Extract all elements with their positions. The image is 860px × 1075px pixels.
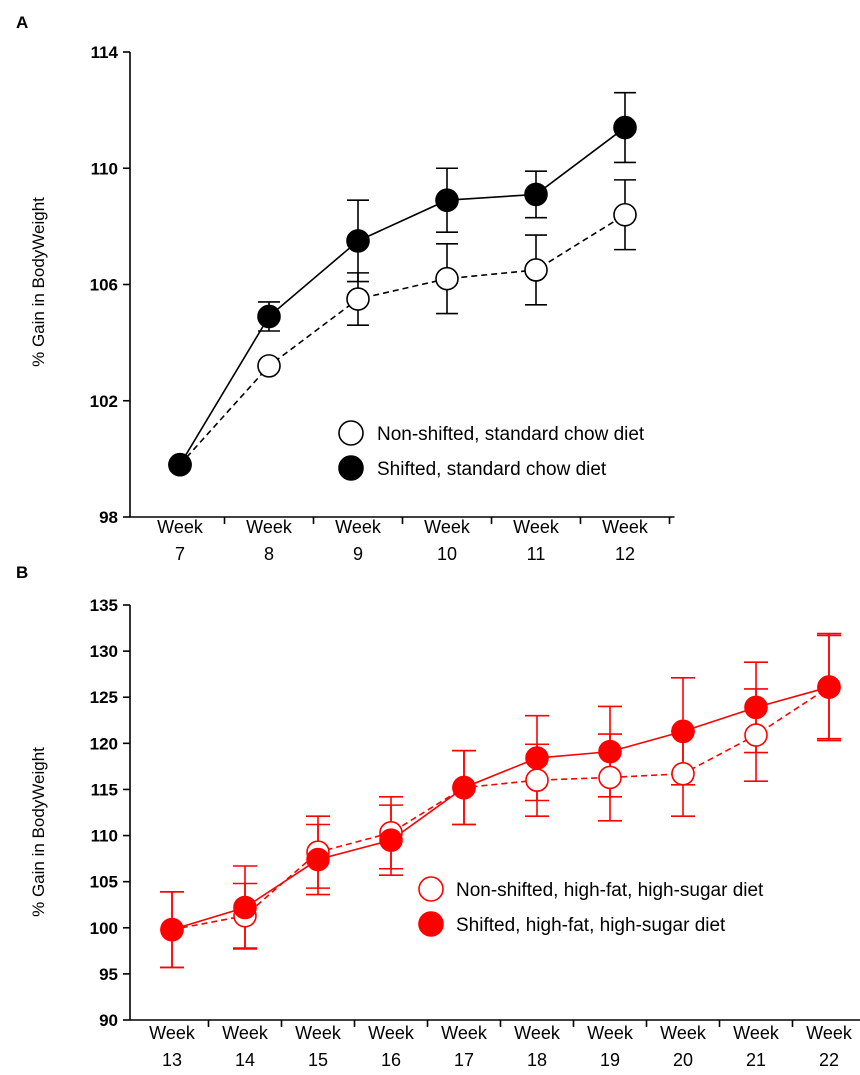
panel-a-x-tick-label: Week <box>246 517 293 537</box>
panel-a-series-shifted-line <box>179 126 626 466</box>
panel-a-legend-marker <box>338 455 364 481</box>
panel-b-x-tick-label: Week <box>441 1023 488 1043</box>
panel-b-series-shifted-point <box>671 719 695 744</box>
panel-b-legend: Non-shifted, high-fat, high-sugar diet Sh… <box>418 876 764 937</box>
panel-b-x-tick-label: 18 <box>527 1050 547 1070</box>
panel-b-x-tick-label: Week <box>514 1023 561 1043</box>
panel-a-y-tick-label: 110 <box>91 159 118 178</box>
panel-a-y-tick-label: 102 <box>90 392 118 411</box>
panel-b-series-shifted-point <box>598 739 622 764</box>
panel-a-series-nonshifted-line <box>179 214 626 466</box>
panel-b-y-tick-label: 125 <box>90 688 118 707</box>
panel-b-y-axis-label: % Gain in BodyWeight <box>29 747 48 917</box>
panel-b-x-tick-label: Week <box>660 1023 707 1043</box>
panel-b-x-tick-label: Week <box>806 1023 853 1043</box>
panel-b-series-nonshifted-point <box>598 765 622 790</box>
panel-b-x-tick-label: 16 <box>381 1050 401 1070</box>
panel-a-y-tick-label: 106 <box>90 276 118 295</box>
panel-b-x-tick-label: 19 <box>600 1050 620 1070</box>
panel-b-x-tick-label: Week <box>733 1023 780 1043</box>
panel-b-x-tick-label: Week <box>295 1023 342 1043</box>
panel-b-series-shifted-point <box>452 775 476 800</box>
panel-b-series-shifted-line <box>171 686 830 931</box>
panel-a-x-tick-label: Week <box>157 517 204 537</box>
panel-a-x-tick-label: Week <box>335 517 382 537</box>
panel-a-legend-label: Shifted, standard chow diet <box>377 459 607 480</box>
panel-b-y-tick-label: 105 <box>90 873 118 892</box>
panel-b-legend-marker <box>418 911 444 937</box>
panel-a-legend-label: Non-shifted, standard chow diet <box>377 424 645 445</box>
panel-a-y-tick-label: 98 <box>99 508 118 527</box>
panel-b-y-tick-label: 135 <box>90 596 118 615</box>
panel-a-y-tick-label: 114 <box>91 43 119 62</box>
panel-b-legend-marker <box>418 876 444 902</box>
panel-b-x-tick-label: 22 <box>819 1050 839 1070</box>
panel-b-x-tick-label: Week <box>587 1023 634 1043</box>
panel-a-chart: A % Gain in BodyWeight 98102106110114Wee… <box>16 13 675 564</box>
panel-a-series-shifted-point <box>524 182 548 207</box>
panel-a-series-nonshifted-point <box>257 354 281 378</box>
panel-b-x-tick-label: Week <box>222 1023 269 1043</box>
panel-a-legend: Non-shifted, standard chow diet Shifted, … <box>338 420 645 481</box>
panel-b-x-tick-label: 17 <box>454 1050 474 1070</box>
panel-b-x-tick-label: 20 <box>673 1050 693 1070</box>
panel-a-x-tick-label: 8 <box>264 544 274 564</box>
panel-a-series-shifted-point <box>257 304 281 329</box>
panel-b-series-shifted-point <box>160 917 184 942</box>
panel-a-series-shifted-point <box>346 229 370 253</box>
panel-b-y-tick-label: 115 <box>91 780 118 799</box>
panel-a-series-nonshifted-point <box>435 266 459 291</box>
panel-b-y-tick-label: 130 <box>90 642 118 661</box>
panel-a-series-nonshifted-point <box>613 202 637 227</box>
panel-a-label: A <box>16 13 28 32</box>
panel-a-series-nonshifted-point <box>346 287 370 311</box>
panel-a-series-shifted-point <box>168 452 192 477</box>
panel-b-x-tick-label: Week <box>149 1023 196 1043</box>
panel-b-series-shifted-point <box>379 828 403 852</box>
panel-b-series-nonshifted-point <box>525 768 549 793</box>
panel-a-x-tick-label: Week <box>602 517 649 537</box>
panel-b-x-tick-label: 13 <box>162 1050 182 1070</box>
panel-a-x-tick-label: 10 <box>437 544 457 564</box>
panel-b-legend-label: Shifted, high-fat, high-sugar diet <box>456 915 726 936</box>
panel-a-x-tick-label: 11 <box>527 544 546 564</box>
panel-b-x-tick-label: 14 <box>235 1050 255 1070</box>
panel-b-series-shifted-point <box>306 847 330 872</box>
panel-a-x-tick-label: 12 <box>615 544 635 564</box>
panel-a-x-tick-label: Week <box>424 517 471 537</box>
panel-a-y-axis-label: % Gain in BodyWeight <box>29 197 48 367</box>
panel-b-x-tick-label: 21 <box>746 1050 766 1070</box>
panel-a-x-tick-label: Week <box>513 517 560 537</box>
panel-b-chart: B % Gain in BodyWeight 90 95 100 105 110 115 1… <box>16 563 860 1070</box>
panel-b-y-tick-label: 90 <box>99 1011 118 1030</box>
panel-a-x-tick-label: 7 <box>175 544 185 564</box>
panel-b-series-shifted-point <box>525 746 549 770</box>
panel-a-x-tick-label: 9 <box>353 544 363 564</box>
panel-b-legend-label: Non-shifted, high-fat, high-sugar diet <box>456 880 764 901</box>
panel-b-series-nonshifted-point <box>744 723 768 747</box>
panel-b-series-nonshifted-point <box>671 761 695 786</box>
panel-b-y-tick-label: 120 <box>90 734 118 753</box>
panel-a-legend-marker <box>338 420 364 446</box>
panel-b-series-shifted-point <box>817 675 841 699</box>
panel-b-y-tick-label: 95 <box>99 965 118 984</box>
panel-a-series-shifted-point <box>613 115 637 140</box>
panel-b-series-shifted-point <box>233 895 257 920</box>
panel-b-x-tick-label: 15 <box>308 1050 328 1070</box>
panel-a-series-shifted-point <box>435 188 459 213</box>
panel-b-x-tick-label: Week <box>368 1023 415 1043</box>
panel-b-y-tick-label: 110 <box>91 827 118 846</box>
panel-b-label: B <box>16 563 28 582</box>
panel-b-y-tick-label: 100 <box>90 919 118 938</box>
panel-a-series-nonshifted-point <box>524 258 548 282</box>
panel-b-series-shifted-point <box>744 695 768 720</box>
